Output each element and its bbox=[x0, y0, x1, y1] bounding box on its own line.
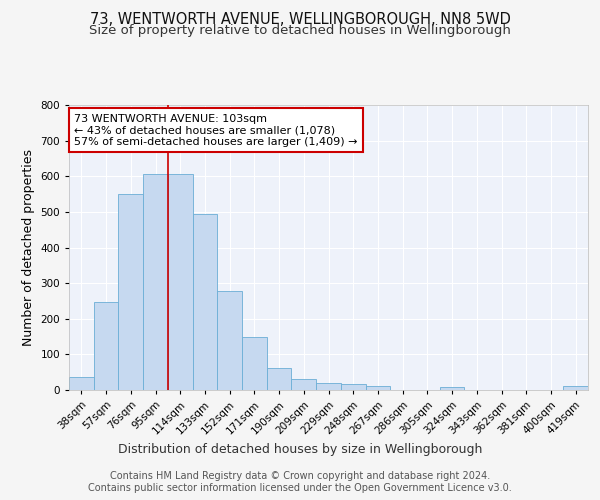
Bar bbox=[69, 377, 94, 390]
Bar bbox=[168, 174, 193, 390]
Bar bbox=[292, 378, 316, 390]
Bar bbox=[242, 338, 267, 390]
Bar bbox=[563, 386, 588, 390]
Bar bbox=[217, 291, 242, 390]
Bar bbox=[193, 214, 217, 390]
Bar bbox=[440, 387, 464, 390]
Text: Distribution of detached houses by size in Wellingborough: Distribution of detached houses by size … bbox=[118, 442, 482, 456]
Y-axis label: Number of detached properties: Number of detached properties bbox=[22, 149, 35, 346]
Text: 73 WENTWORTH AVENUE: 103sqm
← 43% of detached houses are smaller (1,078)
57% of : 73 WENTWORTH AVENUE: 103sqm ← 43% of det… bbox=[74, 114, 358, 147]
Bar bbox=[316, 383, 341, 390]
Bar bbox=[365, 386, 390, 390]
Text: Contains HM Land Registry data © Crown copyright and database right 2024.
Contai: Contains HM Land Registry data © Crown c… bbox=[88, 471, 512, 492]
Bar bbox=[267, 368, 292, 390]
Text: Size of property relative to detached houses in Wellingborough: Size of property relative to detached ho… bbox=[89, 24, 511, 37]
Bar bbox=[143, 174, 168, 390]
Text: 73, WENTWORTH AVENUE, WELLINGBOROUGH, NN8 5WD: 73, WENTWORTH AVENUE, WELLINGBOROUGH, NN… bbox=[89, 12, 511, 28]
Bar bbox=[118, 194, 143, 390]
Bar bbox=[94, 302, 118, 390]
Bar bbox=[341, 384, 365, 390]
